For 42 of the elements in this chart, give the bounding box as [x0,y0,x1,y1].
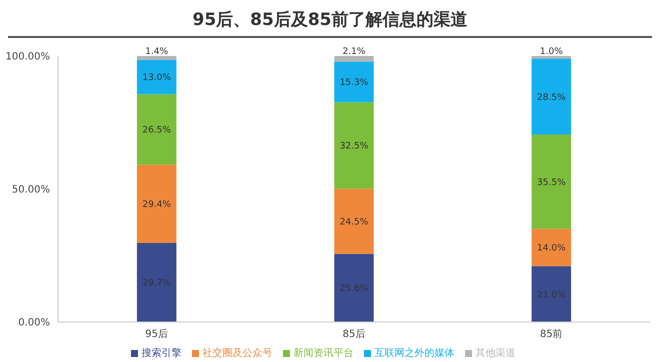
bar [532,58,572,134]
legend-label: 新闻资讯平台 [294,348,354,359]
data-label: 1.0% [540,47,564,57]
bar [136,164,176,243]
data-label: 1.4% [145,47,169,57]
data-label: 24.5% [340,218,369,228]
bar [136,60,176,94]
bar [532,266,572,322]
bar [334,102,374,189]
data-label: 29.7% [142,278,172,289]
data-label: 29.4% [142,200,172,210]
bar [532,134,572,229]
y-tick-label: 0.00% [18,318,50,329]
bar [136,56,176,60]
data-label: 21.0% [537,290,566,300]
bar [334,254,374,322]
bar [334,56,374,62]
x-tick-label: 85后 [342,328,366,340]
data-label: 15.3% [340,78,369,88]
bar [532,228,572,266]
bar [532,56,572,59]
data-label: 35.5% [537,178,566,188]
bar [136,94,176,165]
data-label: 13.0% [142,73,172,84]
x-tick-label: 95后 [145,328,168,340]
y-tick-label: 100.00% [6,52,50,63]
legend-label: 其他渠道 [476,348,516,359]
bar [334,62,374,102]
data-label: 14.0% [537,244,566,254]
legend-label: 搜索引擎 [142,348,182,359]
data-label: 2.1% [342,47,366,57]
chart-title: 95后、85后及85前了解信息的渠道 [8,0,652,38]
data-label: 26.5% [142,126,172,136]
data-label: 28.5% [537,92,566,103]
y-tick-label: 50.00% [12,184,50,196]
data-label: 25.6% [340,284,369,294]
bar [136,243,176,322]
legend-label: 互联网之外的媒体 [374,348,454,359]
bar [334,188,374,254]
x-tick-label: 85前 [540,328,563,340]
legend-label: 社交圈及公众号 [202,348,272,359]
data-label: 32.5% [340,142,369,152]
